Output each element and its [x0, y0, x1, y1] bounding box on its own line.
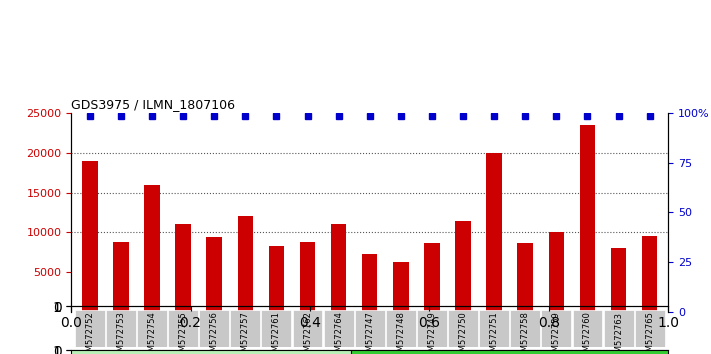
Text: GSM572748: GSM572748 [396, 312, 405, 354]
Text: GSM572758: GSM572758 [520, 312, 530, 354]
FancyBboxPatch shape [541, 310, 571, 347]
FancyBboxPatch shape [572, 310, 602, 347]
Text: GSM572747: GSM572747 [365, 312, 374, 354]
Text: GSM572765: GSM572765 [645, 312, 654, 354]
Bar [237, 216, 253, 312]
FancyBboxPatch shape [510, 310, 540, 347]
Bar [176, 224, 191, 312]
Bar [549, 232, 564, 312]
FancyBboxPatch shape [137, 310, 167, 347]
FancyBboxPatch shape [169, 310, 198, 347]
Text: GSM572764: GSM572764 [334, 312, 343, 354]
Bar [362, 255, 378, 312]
Bar [424, 242, 439, 312]
FancyBboxPatch shape [71, 350, 357, 354]
FancyBboxPatch shape [635, 310, 665, 347]
FancyBboxPatch shape [386, 310, 416, 347]
FancyBboxPatch shape [324, 310, 353, 347]
FancyBboxPatch shape [604, 310, 634, 347]
FancyBboxPatch shape [230, 310, 260, 347]
Bar [518, 243, 533, 312]
Text: GSM572751: GSM572751 [490, 312, 498, 354]
FancyBboxPatch shape [417, 310, 447, 347]
Bar [82, 161, 97, 312]
FancyBboxPatch shape [355, 310, 385, 347]
Text: GSM572760: GSM572760 [583, 312, 592, 354]
FancyBboxPatch shape [199, 310, 229, 347]
FancyBboxPatch shape [351, 350, 668, 354]
Bar [642, 236, 658, 312]
Bar [300, 242, 315, 312]
Text: GSM572761: GSM572761 [272, 312, 281, 354]
Bar [455, 221, 471, 312]
FancyBboxPatch shape [106, 310, 136, 347]
Bar [206, 237, 222, 312]
FancyBboxPatch shape [75, 310, 105, 347]
Text: GSM572754: GSM572754 [147, 312, 156, 354]
Bar [113, 242, 129, 312]
Text: GSM572759: GSM572759 [552, 312, 561, 354]
Text: GSM572749: GSM572749 [427, 312, 437, 354]
FancyBboxPatch shape [479, 310, 509, 347]
FancyBboxPatch shape [292, 310, 322, 347]
Text: GSM572756: GSM572756 [210, 312, 219, 354]
FancyBboxPatch shape [262, 310, 292, 347]
Text: GSM572752: GSM572752 [85, 312, 95, 354]
Text: GSM572757: GSM572757 [241, 312, 250, 354]
Text: GSM572755: GSM572755 [178, 312, 188, 354]
Bar [144, 185, 160, 312]
Text: GSM572762: GSM572762 [303, 312, 312, 354]
Text: GDS3975 / ILMN_1807106: GDS3975 / ILMN_1807106 [71, 98, 235, 111]
Bar [579, 125, 595, 312]
Bar [269, 246, 284, 312]
Bar [486, 153, 502, 312]
Bar [611, 248, 626, 312]
Bar [331, 224, 346, 312]
Text: GSM572763: GSM572763 [614, 312, 623, 354]
FancyBboxPatch shape [448, 310, 478, 347]
Text: GSM572753: GSM572753 [117, 312, 125, 354]
Bar [393, 262, 409, 312]
Text: GSM572750: GSM572750 [459, 312, 468, 354]
